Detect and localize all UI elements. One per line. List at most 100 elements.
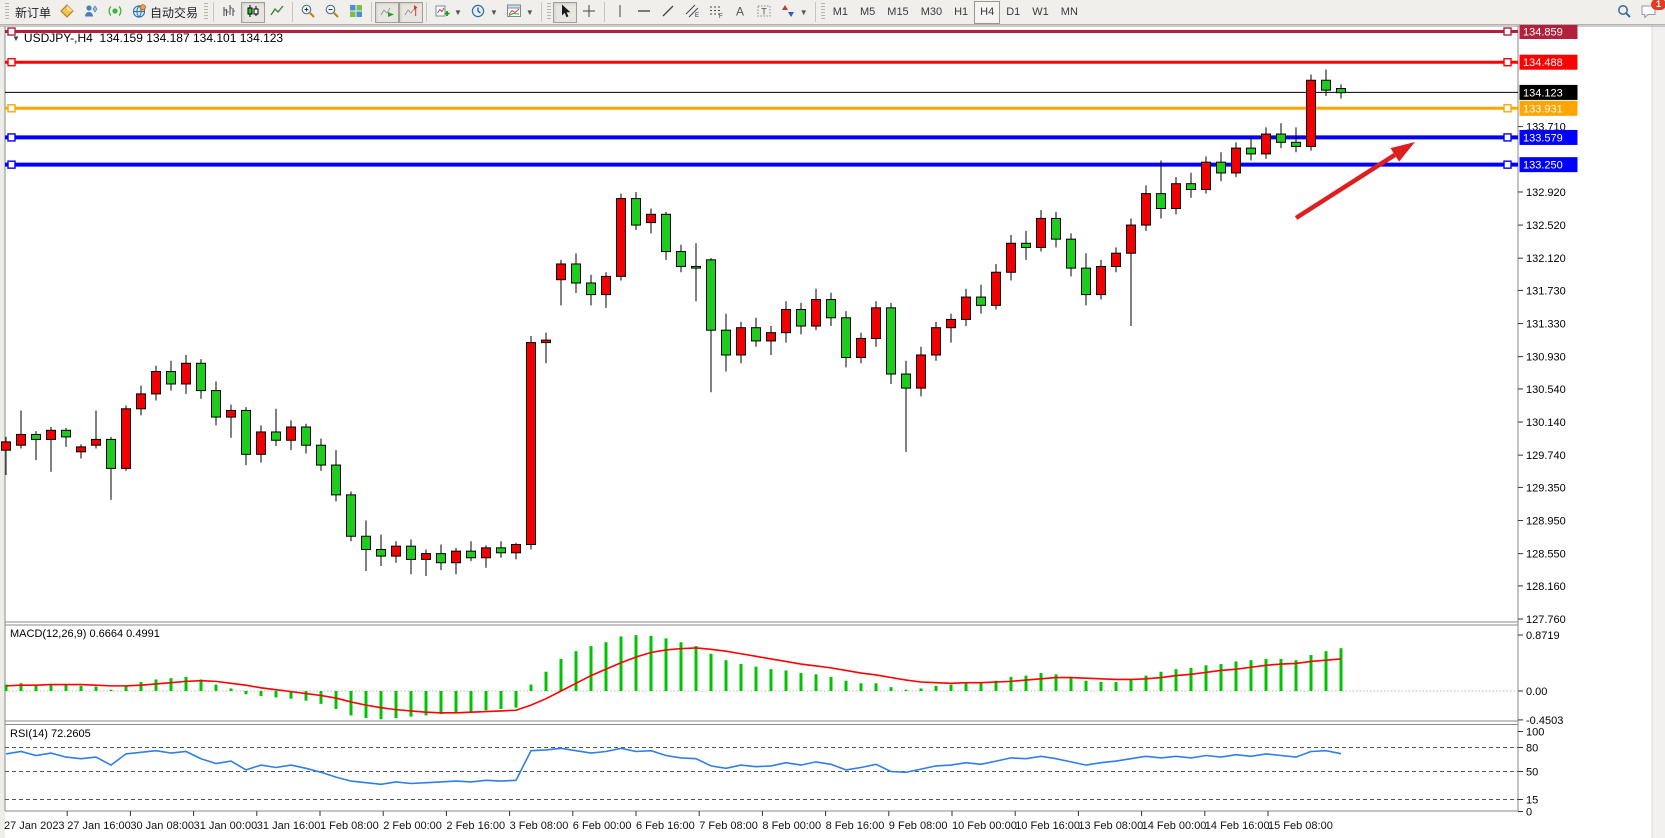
arrow-shaft[interactable]	[1294, 153, 1396, 220]
hline-handle[interactable]	[1503, 133, 1512, 142]
candle-body	[301, 426, 311, 446]
hline-handle[interactable]	[7, 133, 16, 142]
search-button[interactable]	[1612, 2, 1636, 23]
hline-handle[interactable]	[1503, 160, 1512, 169]
candle-body	[1, 441, 11, 451]
timeframe-m15[interactable]: M15	[887, 6, 909, 18]
main-toolbar: 新订单 自动交易	[0, 0, 1665, 25]
candle-body	[721, 329, 731, 356]
candle-body	[586, 282, 596, 296]
notification-badge: 1	[1651, 0, 1665, 10]
candle-body	[991, 271, 1001, 306]
timeframe-m5[interactable]: M5	[860, 6, 876, 18]
new-chart-button[interactable]: ▼	[430, 2, 466, 23]
text-label-icon: T	[756, 3, 772, 22]
timeframe-mn[interactable]: MN	[1060, 6, 1078, 18]
price-tick-label: 127.760	[1526, 614, 1566, 626]
hline-price-chip[interactable]	[1519, 24, 1578, 40]
chart-shift-button[interactable]	[399, 1, 424, 23]
time-label: 10 Feb 16:00	[1015, 820, 1080, 832]
text-label-tool-button[interactable]: T	[752, 2, 776, 23]
candle-body	[421, 553, 431, 560]
market-watch-button[interactable]	[55, 2, 79, 23]
fibonacci-tool-button[interactable]: F	[704, 2, 728, 23]
toolbar-grip[interactable]	[5, 3, 9, 21]
candle-body	[1261, 133, 1271, 155]
vertical-line-tool-button[interactable]	[608, 2, 632, 23]
hline-handle[interactable]	[1503, 27, 1512, 36]
shapes-tool-button[interactable]: ▼	[776, 2, 812, 23]
candle-body	[571, 263, 581, 284]
candle-body	[211, 390, 221, 418]
alerts-button[interactable]	[103, 2, 127, 23]
timeframe-h4[interactable]: H4	[974, 0, 1001, 24]
candle-body	[1276, 133, 1286, 143]
timeframe-d1[interactable]: D1	[1006, 6, 1021, 18]
hline-handle[interactable]	[7, 58, 16, 67]
toolbar-grip[interactable]	[820, 3, 825, 21]
hline-price-chip[interactable]	[1519, 129, 1578, 145]
hline-price-chip[interactable]	[1519, 157, 1578, 173]
symbol-dropdown-icon[interactable]: ▼	[12, 34, 20, 43]
auto-trading-button[interactable]: 自动交易	[127, 2, 202, 23]
horizontal-line-tool-button[interactable]	[632, 2, 656, 23]
candle-body	[736, 327, 746, 356]
candle-body	[1021, 242, 1031, 248]
timeframe-h1[interactable]: H1	[954, 6, 969, 18]
timeframe-buttons: M1 M5 M15 M30 H1 H4 D1 W1 MN	[827, 0, 1084, 24]
hline-handle[interactable]	[7, 27, 16, 36]
hline-handle[interactable]	[1503, 104, 1512, 113]
price-tick-label: 128.950	[1526, 516, 1566, 528]
candle-body	[676, 251, 686, 267]
notifications-button[interactable]: 1	[1636, 0, 1665, 23]
search-icon	[1616, 3, 1632, 22]
candlestick-chart-type-button[interactable]	[241, 1, 266, 23]
zoom-out-button[interactable]	[320, 2, 344, 23]
hline-handle[interactable]	[1503, 58, 1512, 67]
periods-button[interactable]: ▼	[466, 2, 502, 23]
hline-handle[interactable]	[7, 160, 16, 169]
toolbar-grip[interactable]	[546, 3, 551, 21]
price-tick-label: 130.930	[1526, 352, 1566, 364]
candle-body	[916, 354, 926, 389]
bar-chart-type-button[interactable]	[217, 2, 241, 23]
person-chart-icon	[83, 3, 99, 22]
candle-body	[286, 426, 296, 441]
trendline-tool-button[interactable]	[656, 2, 680, 23]
timeframe-w1[interactable]: W1	[1032, 6, 1049, 18]
indicators-button[interactable]: ▼	[502, 2, 538, 23]
text-tool-button[interactable]: A	[728, 2, 752, 23]
candle-body	[271, 431, 281, 441]
candle-body	[466, 550, 476, 559]
crosshair-tool-button[interactable]	[577, 2, 601, 23]
cursor-tool-button[interactable]	[552, 1, 577, 23]
hline-price-chip[interactable]	[1519, 100, 1578, 116]
timeframe-m1[interactable]: M1	[832, 6, 848, 18]
hline-price-chip[interactable]	[1519, 54, 1578, 70]
zoom-in-button[interactable]	[296, 2, 320, 23]
candle-body	[871, 307, 881, 339]
data-window-button[interactable]	[79, 2, 103, 23]
rsi-line	[5, 747, 1342, 786]
rsi-value: 72.2605	[50, 728, 91, 740]
price-axis-ticks: 133.710132.920132.520132.120131.730131.3…	[1518, 122, 1566, 626]
timeframe-m30[interactable]: M30	[920, 6, 943, 18]
toolbar-grip[interactable]	[204, 3, 209, 21]
candle-body	[346, 494, 356, 537]
arrow-annotation[interactable]	[1294, 142, 1415, 220]
time-label: 14 Feb 16:00	[1205, 820, 1270, 832]
arrow-head[interactable]	[1390, 142, 1415, 162]
time-label: 3 Feb 08:00	[510, 820, 569, 832]
tile-windows-button[interactable]	[344, 2, 368, 23]
candle-body	[1336, 88, 1346, 94]
hline-handle[interactable]	[7, 104, 16, 113]
new-order-button[interactable]: 新订单	[11, 2, 55, 23]
rsi-indicator-label: RSI(14) 72.2605	[10, 728, 91, 740]
auto-scroll-button[interactable]	[375, 1, 400, 23]
candle-body	[151, 371, 161, 395]
candle-body	[961, 296, 971, 320]
line-chart-type-button[interactable]	[265, 2, 289, 23]
equidistant-channel-tool-button[interactable]: E	[680, 2, 704, 23]
time-label: 2 Feb 00:00	[383, 820, 442, 832]
